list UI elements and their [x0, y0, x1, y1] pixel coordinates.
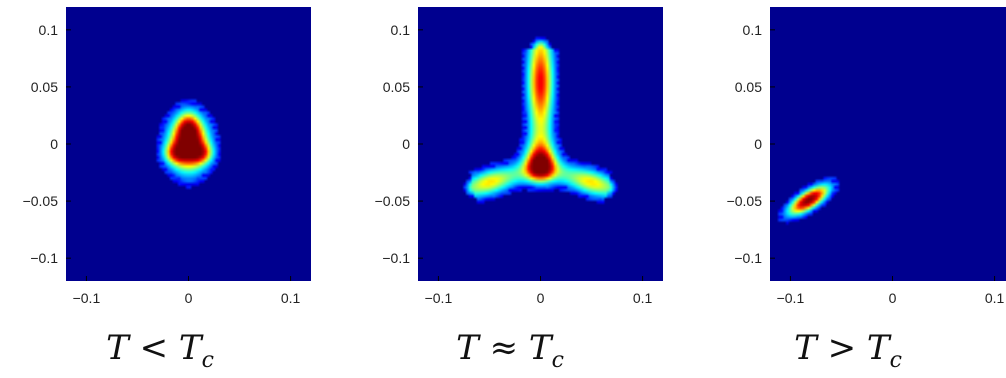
y-tick-label: 0: [402, 136, 410, 152]
caption-2-sub: c: [551, 347, 564, 373]
heatmap-1: 0.1 0.05 0 −0.05 −0.1 −0.1 0 0.1: [23, 7, 311, 306]
y-tick-label: 0.1: [743, 22, 763, 38]
caption-1: T < Tc: [30, 328, 290, 373]
caption-2-rhs: T: [528, 328, 552, 368]
caption-1-sub: c: [201, 347, 214, 373]
caption-3-sub: c: [889, 347, 902, 373]
x-tick-label: 0.1: [281, 290, 301, 306]
x-tick-label: −0.1: [73, 290, 101, 306]
density-raster: [770, 7, 1006, 281]
x-tick-label: −0.1: [777, 290, 805, 306]
panel-1: 0.1 0.05 0 −0.05 −0.1 −0.1 0 0.1 T < Tc: [0, 0, 320, 378]
density-raster: [418, 7, 663, 281]
x-tick-label: 0: [537, 290, 545, 306]
caption-3-op: >: [827, 328, 857, 368]
y-tick-label: −0.1: [382, 250, 410, 266]
y-tick-label: 0.1: [39, 22, 59, 38]
caption-2-op: ≈: [489, 328, 519, 368]
y-tick-label: −0.1: [30, 250, 58, 266]
x-tick-label: 0.1: [985, 290, 1005, 306]
caption-2: T ≈ Tc: [380, 328, 640, 373]
heatmap-3: 0.1 0.05 0 −0.05 −0.1 −0.1 0 0.1: [727, 7, 1006, 306]
caption-1-op: <: [139, 328, 169, 368]
y-tick-label: 0: [50, 136, 58, 152]
caption-3-rhs: T: [866, 328, 890, 368]
y-tick-label: −0.05: [727, 193, 763, 209]
x-tick-label: 0.1: [633, 290, 653, 306]
caption-3-lhs: T: [794, 328, 817, 368]
x-tick-label: 0: [185, 290, 193, 306]
y-tick-label: 0.05: [31, 79, 58, 95]
y-tick-label: −0.05: [23, 193, 59, 209]
density-raster: [66, 7, 311, 281]
caption-2-lhs: T: [456, 328, 479, 368]
y-tick-label: 0.05: [383, 79, 410, 95]
y-tick-label: −0.1: [734, 250, 762, 266]
heatmap-2: 0.1 0.05 0 −0.05 −0.1 −0.1 0 0.1: [375, 7, 663, 306]
y-tick-label: 0.05: [735, 79, 762, 95]
y-tick-label: 0: [754, 136, 762, 152]
panel-3: 0.1 0.05 0 −0.05 −0.1 −0.1 0 0.1 T > Tc: [704, 0, 1006, 378]
panel-2: 0.1 0.05 0 −0.05 −0.1 −0.1 0 0.1 T ≈ Tc: [352, 0, 672, 378]
y-tick-label: 0.1: [391, 22, 411, 38]
x-tick-label: 0: [889, 290, 897, 306]
y-tick-label: −0.05: [375, 193, 411, 209]
caption-1-lhs: T: [106, 328, 129, 368]
x-tick-label: −0.1: [425, 290, 453, 306]
caption-1-rhs: T: [178, 328, 202, 368]
caption-3: T > Tc: [718, 328, 978, 373]
